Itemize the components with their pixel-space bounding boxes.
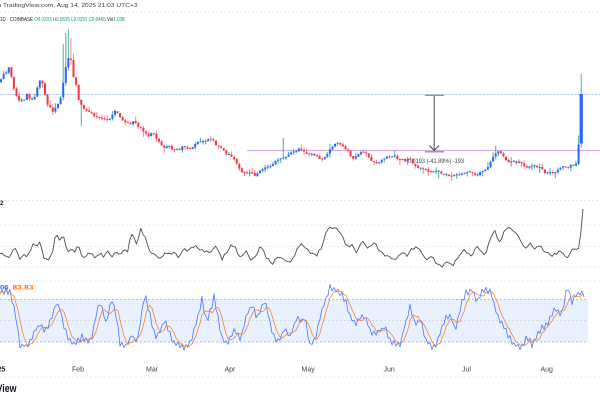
svg-text:06: 06: [0, 285, 9, 292]
svg-text:1D · COINBASE O0.0293 H0.0535: 1D · COINBASE O0.0293 H0.0535 L0.0291 C0…: [0, 17, 125, 23]
svg-text:Jun: Jun: [384, 367, 395, 374]
svg-text:May: May: [302, 367, 316, 374]
svg-text:83.83: 83.83: [13, 285, 35, 292]
svg-text:Feb: Feb: [72, 367, 84, 374]
svg-text:2: 2: [0, 200, 4, 207]
svg-text:Apr: Apr: [225, 367, 237, 374]
svg-text:View: View: [0, 383, 17, 395]
svg-text:Aug: Aug: [541, 367, 554, 374]
svg-text:Mar: Mar: [146, 367, 159, 374]
svg-text:Jul: Jul: [462, 367, 471, 374]
svg-text:25: 25: [0, 367, 5, 374]
svg-text:n TradingView.com, Aug 14, 202: n TradingView.com, Aug 14, 2025 21:03 UT…: [0, 3, 138, 9]
svg-text:-0.0193 (-41.89%) -193: -0.0193 (-41.89%) -193: [406, 158, 464, 165]
